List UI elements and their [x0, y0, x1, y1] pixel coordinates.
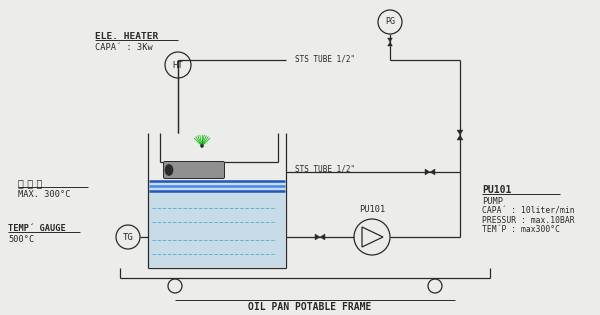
Circle shape — [200, 145, 203, 147]
Text: OIL PAN POTABLE FRAME: OIL PAN POTABLE FRAME — [248, 302, 371, 312]
Text: PG: PG — [385, 18, 395, 26]
FancyBboxPatch shape — [163, 162, 224, 179]
Text: ELE. HEATER: ELE. HEATER — [95, 32, 158, 41]
Text: TEM´P : max300°C: TEM´P : max300°C — [482, 225, 560, 234]
Text: PU101: PU101 — [359, 205, 385, 214]
Text: CAPA´ : 3Kw: CAPA´ : 3Kw — [95, 43, 153, 52]
Polygon shape — [388, 42, 392, 46]
Text: 열 매 유: 열 매 유 — [18, 178, 43, 188]
Text: CAPA´ : 10liter/min: CAPA´ : 10liter/min — [482, 207, 575, 216]
Text: STS TUBE 1/2": STS TUBE 1/2" — [295, 165, 355, 174]
Text: PUMP: PUMP — [482, 197, 503, 206]
Polygon shape — [457, 135, 463, 140]
Polygon shape — [430, 169, 435, 175]
Text: 500°C: 500°C — [8, 235, 34, 244]
Text: TEMP´ GAUGE: TEMP´ GAUGE — [8, 224, 66, 233]
Ellipse shape — [165, 164, 173, 175]
Text: STS TUBE 1/2": STS TUBE 1/2" — [295, 55, 355, 64]
Text: MAX. 300°C: MAX. 300°C — [18, 190, 71, 199]
Text: PU101: PU101 — [482, 185, 511, 195]
Text: PRESSUR : max.10BAR: PRESSUR : max.10BAR — [482, 216, 575, 225]
Text: TG: TG — [122, 232, 133, 242]
Text: HT: HT — [173, 60, 184, 70]
Polygon shape — [457, 130, 463, 135]
Bar — [149, 182, 285, 267]
Polygon shape — [425, 169, 430, 175]
Polygon shape — [388, 38, 392, 42]
Polygon shape — [315, 234, 320, 240]
Polygon shape — [320, 234, 325, 240]
